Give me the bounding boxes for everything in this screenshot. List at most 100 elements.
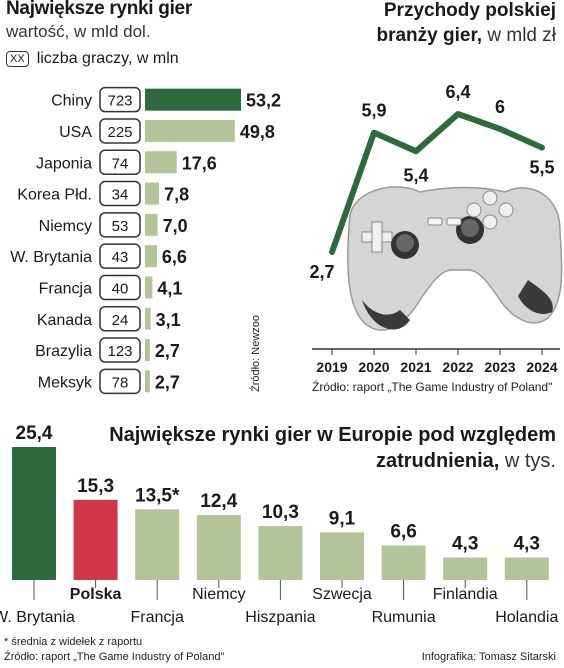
chart2-line bbox=[329, 111, 545, 255]
chart2-value-label: 6 bbox=[495, 97, 505, 117]
chart1-players-label: 225 bbox=[107, 124, 132, 141]
chart1-category-label: Meksyk bbox=[38, 374, 93, 391]
chart1-category-label: Kanada bbox=[37, 312, 92, 329]
chart2-title-line1: Przychody polskiej bbox=[383, 0, 556, 21]
chart1-value-label: 4,1 bbox=[157, 278, 182, 298]
chart3-bar bbox=[258, 526, 303, 580]
chart3-category-label: Szwecja bbox=[312, 586, 372, 603]
chart1-players-box bbox=[99, 368, 141, 395]
chart3-bar bbox=[73, 499, 118, 580]
chart1-category-label: Japonia bbox=[36, 155, 92, 172]
chart1-value-label: 53,2 bbox=[246, 91, 281, 111]
gamepad-start-button bbox=[446, 217, 462, 226]
gamepad-button bbox=[498, 202, 514, 218]
footnote: * średnia z widełek z raportu bbox=[4, 636, 143, 648]
chart3-unit: w tys. bbox=[504, 450, 556, 472]
legend-label: liczba graczy, w mln bbox=[36, 50, 179, 67]
gamepad-grip-left bbox=[362, 300, 410, 330]
chart3-value-label: 25,4 bbox=[16, 423, 53, 444]
chart1-players-box bbox=[99, 149, 141, 175]
chart3-source: Źródło: raport „The Game Industry of Pol… bbox=[4, 651, 225, 663]
chart1-value-label: 2,7 bbox=[155, 372, 180, 392]
chart1-value-label: 7,0 bbox=[163, 216, 188, 236]
chart1-players-box bbox=[99, 306, 141, 332]
chart1-players-label: 74 bbox=[112, 155, 129, 172]
chart3-value-label: 10,3 bbox=[262, 502, 299, 523]
chart2-source: Źródło: raport „The Game Industry of Pol… bbox=[312, 380, 553, 394]
chart1-players-box bbox=[99, 118, 141, 144]
chart3-value-label: 12,4 bbox=[200, 491, 237, 512]
chart1-bar bbox=[145, 182, 160, 205]
chart1-players-label: 123 bbox=[107, 343, 132, 360]
gamepad-button bbox=[482, 190, 498, 206]
chart1-value-label: 3,1 bbox=[156, 310, 181, 330]
gamepad-stick-right-cap bbox=[461, 219, 479, 237]
chart3-title-line2: zatrudnienia, bbox=[375, 450, 500, 472]
legend-box: XX bbox=[6, 51, 29, 67]
chart1-players-label: 40 bbox=[112, 280, 129, 297]
chart1-category-label: Brazylia bbox=[35, 343, 92, 360]
chart1-bar bbox=[145, 370, 150, 393]
chart2-value-label: 5,9 bbox=[361, 101, 386, 121]
chart1-bar bbox=[145, 88, 241, 111]
chart1-bar bbox=[145, 213, 158, 236]
chart2-unit: w mld zł bbox=[487, 25, 556, 46]
chart3-category-label: Finlandia bbox=[433, 586, 498, 603]
chart2-x-tick-label: 2024 bbox=[526, 359, 557, 375]
chart3-category-label: Rumunia bbox=[372, 609, 436, 626]
chart1-players-box bbox=[99, 212, 141, 238]
chart1-category-label: USA bbox=[59, 124, 92, 141]
chart1-value-label: 17,6 bbox=[182, 153, 217, 173]
chart3-title: Największe rynki gier w Europie pod wzgl… bbox=[109, 422, 556, 474]
chart2-x-tick-label: 2021 bbox=[400, 359, 431, 375]
gamepad-select-button bbox=[427, 217, 443, 226]
chart1-bar bbox=[145, 151, 177, 174]
chart1-subtitle: wartość, w mld dol. bbox=[6, 22, 151, 41]
chart1-players-box bbox=[99, 337, 141, 363]
chart2-value-label: 5,5 bbox=[529, 158, 554, 178]
chart3-bar bbox=[443, 557, 488, 580]
chart3-bar bbox=[196, 515, 241, 580]
chart1-players-label: 34 bbox=[112, 187, 129, 204]
chart1-bar bbox=[145, 339, 150, 362]
chart1-value-label: 49,8 bbox=[240, 122, 275, 142]
chart1-category-label: Francja bbox=[39, 280, 92, 297]
credit: Infografika: Tomasz Sitarski bbox=[421, 651, 556, 663]
chart1-players-label: 53 bbox=[112, 218, 129, 235]
chart1-players-box bbox=[99, 86, 141, 113]
chart1-category-label: Chiny bbox=[51, 93, 92, 110]
chart1-players-label: 78 bbox=[112, 374, 129, 391]
chart3-value-label: 4,3 bbox=[514, 533, 540, 554]
chart1-players-box bbox=[99, 180, 141, 207]
chart1-category-label: Niemcy bbox=[39, 218, 92, 235]
chart1-bar bbox=[145, 245, 157, 268]
chart3-value-label: 13,5* bbox=[135, 485, 180, 506]
chart1-category-label: Korea Płd. bbox=[17, 187, 92, 204]
chart1-players-box bbox=[99, 274, 141, 301]
chart1-players-label: 24 bbox=[112, 312, 129, 329]
chart3-title-line1: Największe rynki gier w Europie pod wzgl… bbox=[109, 424, 556, 446]
chart1-players-box bbox=[99, 243, 141, 269]
chart1-players-label: 43 bbox=[112, 249, 129, 266]
chart1-value-label: 2,7 bbox=[155, 341, 180, 361]
chart2-value-label: 6,4 bbox=[445, 82, 470, 102]
chart1-bar bbox=[145, 276, 153, 299]
chart1-value-label: 6,6 bbox=[162, 247, 187, 267]
chart3-bar bbox=[381, 545, 426, 580]
chart3-value-label: 6,6 bbox=[390, 521, 416, 542]
chart3-value-label: 4,3 bbox=[452, 533, 478, 554]
chart3-category-label: Francja bbox=[131, 609, 184, 626]
chart1-players-label: 723 bbox=[107, 93, 132, 110]
chart2-title-line2: branży gier, bbox=[376, 25, 483, 46]
gamepad-grip-right bbox=[518, 280, 553, 315]
chart2-value-label: 5,4 bbox=[403, 165, 428, 185]
chart3-bar bbox=[504, 557, 549, 580]
chart1-bar bbox=[145, 307, 151, 330]
chart2-x-tick-label: 2019 bbox=[316, 359, 347, 375]
chart1-legend: XX liczba graczy, w mln bbox=[6, 50, 179, 68]
chart2-title: Przychody polskiej branży gier, w mld zł bbox=[376, 0, 556, 48]
chart2-x-tick-label: 2023 bbox=[484, 359, 515, 375]
gamepad-body bbox=[347, 186, 563, 331]
chart3-category-label: W. Brytania bbox=[0, 609, 75, 626]
chart2-value-label: 2,7 bbox=[309, 262, 334, 282]
